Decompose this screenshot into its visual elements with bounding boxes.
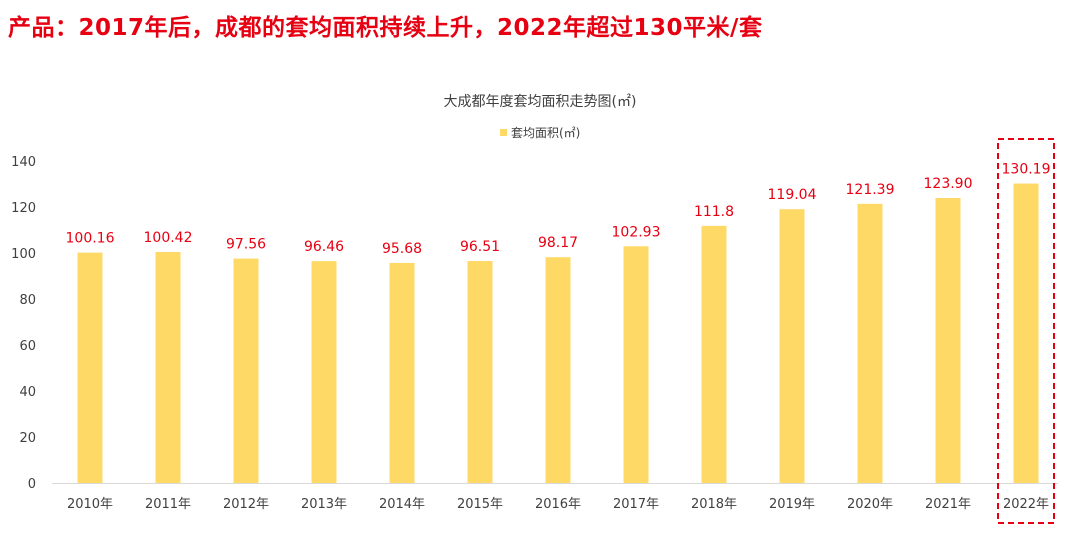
bar	[1013, 183, 1039, 484]
data-label: 100.16	[66, 231, 115, 247]
x-tick-label: 2010年	[67, 497, 113, 512]
legend-swatch	[500, 129, 507, 136]
y-tick-label: 120	[11, 201, 36, 216]
bar	[233, 258, 259, 483]
data-label: 97.56	[226, 237, 266, 253]
bar	[77, 252, 103, 483]
bar	[701, 225, 727, 484]
page-headline: 产品：2017年后，成都的套均面积持续上升，2022年超过130平米/套	[8, 15, 763, 41]
x-tick-label: 2011年	[145, 497, 191, 512]
x-tick-label: 2018年	[691, 497, 737, 512]
y-tick-label: 20	[19, 431, 36, 446]
data-label: 121.39	[846, 182, 895, 198]
data-labels: 100.16 100.42 97.56 96.46 95.68 96.51 98.17 102…	[66, 162, 1051, 257]
x-tick-label: 2017年	[613, 497, 659, 512]
y-tick-label: 40	[19, 385, 36, 400]
y-tick-label: 100	[11, 247, 36, 262]
data-label: 95.68	[382, 241, 422, 257]
data-label: 98.17	[538, 235, 578, 251]
bars	[77, 183, 1039, 484]
bar	[311, 261, 337, 483]
x-tick-label: 2013年	[301, 497, 347, 512]
bar	[545, 257, 571, 483]
y-tick-label: 140	[11, 155, 36, 170]
legend-label: 套均面积(㎡)	[511, 126, 580, 140]
data-label: 96.51	[460, 239, 500, 255]
y-tick-label: 80	[19, 293, 36, 308]
bar	[623, 246, 649, 483]
x-tick-label: 2015年	[457, 497, 503, 512]
x-tick-label: 2016年	[535, 497, 581, 512]
chart-title: 大成都年度套均面积走势图(㎡)	[444, 94, 637, 110]
x-tick-label: 2012年	[223, 497, 269, 512]
data-label: 123.90	[924, 176, 973, 192]
bar	[935, 198, 961, 483]
y-tick-label: 60	[19, 339, 36, 354]
x-tick-label: 2022年	[1003, 497, 1049, 512]
x-tick-label: 2019年	[769, 497, 815, 512]
x-tick-label: 2021年	[925, 497, 971, 512]
x-tick-label: 2020年	[847, 497, 893, 512]
x-tick-label: 2014年	[379, 497, 425, 512]
data-label: 119.04	[768, 187, 817, 203]
axes: 0 20 40 60 80 100 120 140 2010年 2011年 2012年 2013年 20…	[11, 155, 1058, 512]
bar	[779, 209, 805, 483]
data-label: 100.42	[144, 230, 193, 246]
legend: 套均面积(㎡)	[500, 126, 580, 140]
bar	[155, 252, 181, 483]
bar	[857, 203, 883, 484]
data-label: 102.93	[612, 224, 661, 240]
data-label: 111.8	[694, 204, 734, 220]
bar	[467, 261, 493, 483]
bar	[389, 262, 415, 483]
data-label: 130.19	[1002, 162, 1051, 178]
y-tick-label: 0	[28, 477, 36, 492]
data-label: 96.46	[304, 239, 344, 255]
